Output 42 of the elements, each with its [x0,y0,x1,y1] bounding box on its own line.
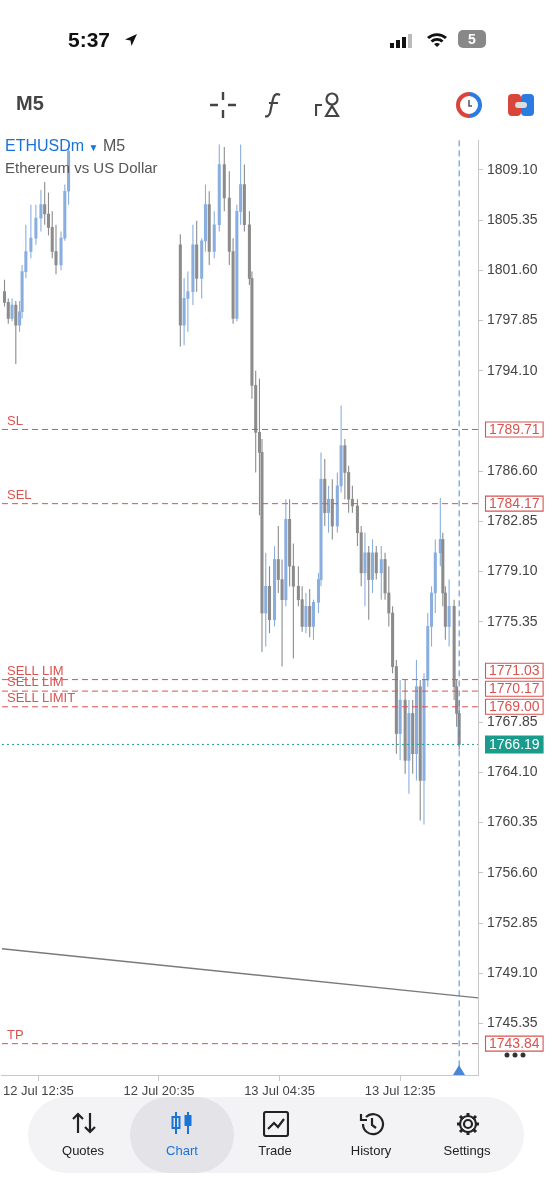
text: M5 [16,92,44,115]
text: Quotes [61,1143,105,1158]
y-tick-label: 1760.35 [487,813,538,830]
y-tick-label: 1782.85 [487,512,538,529]
y-tick-label: 1775.35 [487,612,538,629]
x-tick-label: 13 Jul 12:35 [364,1083,436,1099]
y-tick-label: 1786.60 [487,461,538,478]
x-tick-label: 13 Jul 04:35 [244,1083,315,1099]
ref-line-label: SL [6,412,23,428]
text: 1769.00 [489,698,540,715]
y-tick-label: 1767.85 [487,713,538,730]
y-tick-label: 1745.35 [487,1014,538,1031]
text: 1770.17 [489,680,540,697]
chart-title: ETHUSDm [5,137,85,154]
y-tick-label: 1779.10 [487,562,538,579]
ref-line-label: SELL LIM [6,662,64,678]
y-tick-label: 1756.60 [487,863,538,880]
text: Chart [165,1143,199,1158]
y-tick-label: 1797.85 [487,311,538,328]
text: Trade [257,1143,293,1158]
text: 1789.71 [489,420,540,437]
text: 1743.84 [489,1035,540,1052]
ref-line-label: TP [6,1026,24,1042]
y-tick-label: 1805.35 [487,210,538,227]
y-tick-label: 1752.85 [487,913,538,930]
text: 1771.03 [489,662,540,679]
text: History [349,1143,393,1158]
x-tick-label: 12 Jul 12:35 [2,1083,74,1099]
y-tick-label: 1749.10 [487,964,538,981]
text: 1784.17 [489,495,540,512]
annotation: M5 [102,137,126,154]
ref-line-label: SELL LIMIT [6,689,76,705]
text: Settings [442,1143,492,1158]
x-tick-label: 12 Jul 20:35 [123,1083,195,1099]
text: 1766.19 [489,735,540,752]
y-tick-label: 1794.10 [487,361,538,378]
annotation: ▼ [88,142,99,153]
text: 5:37 [68,28,111,52]
y-tick-label: 1809.10 [487,160,538,177]
ref-line-label: SEL [6,486,32,502]
y-tick-label: 1801.60 [487,261,538,278]
y-tick-label: 1764.10 [487,763,538,780]
